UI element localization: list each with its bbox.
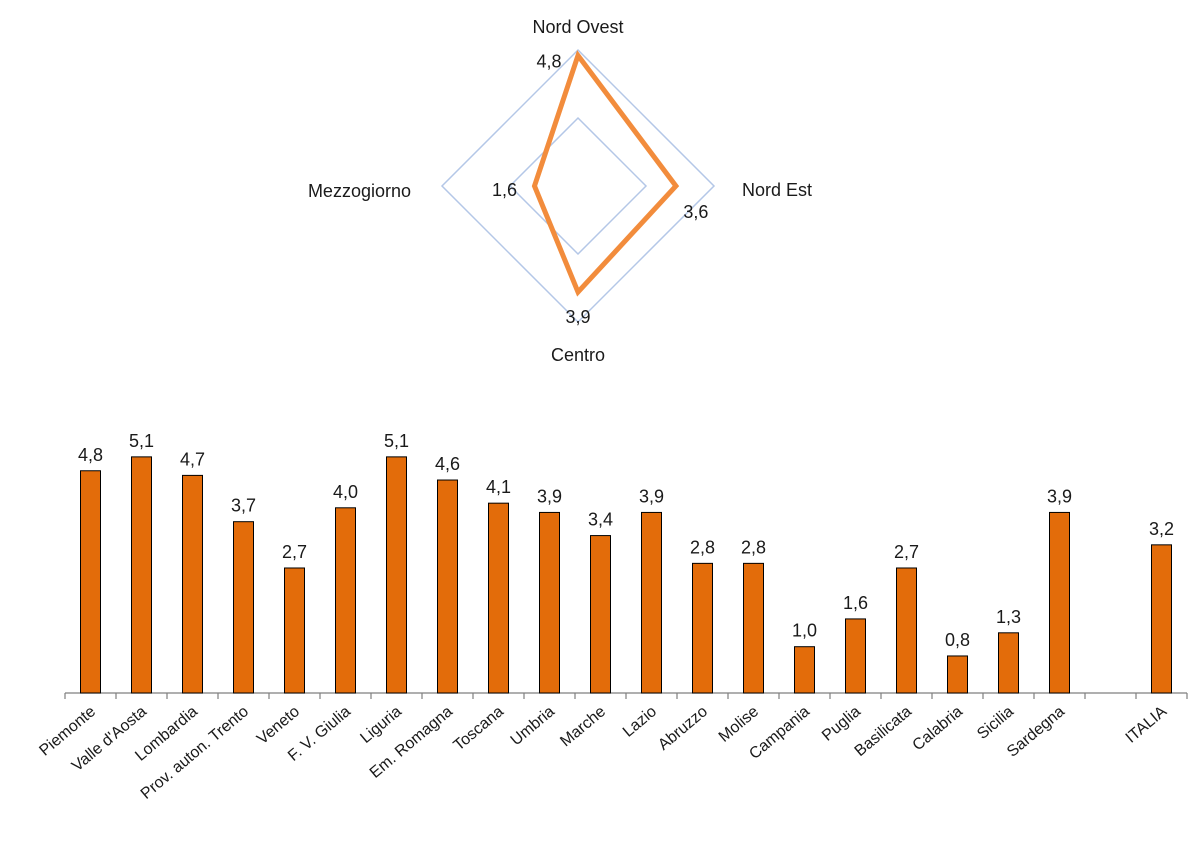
radar-axis-label: Mezzogiorno [308, 181, 411, 201]
bar-value-label: 3,7 [231, 496, 256, 516]
bar [437, 479, 458, 694]
bar-value-label: 3,9 [639, 486, 664, 506]
bar-value-label: 3,9 [537, 486, 562, 506]
category-label: Basilicata [852, 703, 915, 760]
category-label: Lazio [620, 703, 660, 741]
category-label: ITALIA [1123, 703, 1171, 747]
bar-value-label: 2,7 [894, 542, 919, 562]
bar [233, 521, 254, 694]
bar [182, 474, 203, 694]
bar [641, 511, 662, 694]
bar [131, 456, 152, 694]
bar [590, 535, 611, 694]
radar-value-label: 4,8 [536, 51, 561, 71]
bar-value-label: 2,8 [690, 537, 715, 557]
bar-value-label: 1,6 [843, 593, 868, 613]
radar-axis-label: Nord Ovest [532, 17, 623, 37]
bar-value-label: 0,8 [945, 630, 970, 650]
radar-axis-label: Centro [551, 345, 605, 365]
bar-value-label: 2,7 [282, 542, 307, 562]
category-label: Veneto [254, 703, 303, 748]
bar-value-label: 2,8 [741, 537, 766, 557]
category-label: Sicilia [974, 703, 1017, 743]
radar-axis-label: Nord Est [742, 180, 812, 200]
category-label: Abruzzo [655, 703, 711, 754]
radar-value-label: 1,6 [492, 180, 517, 200]
bar-value-label: 4,1 [486, 477, 511, 497]
category-label: Toscana [450, 703, 507, 754]
category-label: Umbria [508, 703, 559, 749]
bar-value-label: 1,0 [792, 621, 817, 641]
bar [845, 618, 866, 694]
bar [794, 646, 815, 694]
radar-value-label: 3,9 [565, 307, 590, 327]
category-label: Calabria [909, 703, 966, 754]
bar [80, 470, 101, 694]
bar [1151, 544, 1172, 694]
radar-chart: Nord Ovest Nord Est Centro Mezzogiorno 4,8 3,… [308, 17, 812, 365]
bar-value-label: 4,8 [78, 445, 103, 465]
bar-value-label: 4,7 [180, 449, 205, 469]
category-label: Sardegna [1004, 703, 1068, 761]
bar [947, 655, 968, 694]
bar [539, 511, 560, 694]
bar-value-label: 3,9 [1047, 486, 1072, 506]
bar [998, 632, 1019, 694]
category-label: Puglia [819, 703, 864, 745]
bar-value-label: 1,3 [996, 607, 1021, 627]
radar-gridline [440, 48, 716, 324]
radar-value-label: 3,6 [683, 202, 708, 222]
bar [386, 456, 407, 694]
bar [335, 507, 356, 694]
bar-value-label: 5,1 [129, 431, 154, 451]
bar-value-label: 3,2 [1149, 519, 1174, 539]
bar-value-label: 3,4 [588, 510, 613, 530]
category-label: Marche [557, 703, 609, 750]
bar-value-label: 5,1 [384, 431, 409, 451]
bar [488, 502, 509, 694]
bar [896, 567, 917, 694]
category-label: Molise [716, 703, 762, 746]
radar-series [531, 50, 680, 297]
bar [692, 562, 713, 694]
bar [743, 562, 764, 694]
bar-value-label: 4,0 [333, 482, 358, 502]
bar [1049, 511, 1070, 694]
bar [284, 567, 305, 694]
category-label: Liguria [357, 703, 405, 747]
bar-value-label: 4,6 [435, 454, 460, 474]
radar-gridline [508, 116, 648, 256]
